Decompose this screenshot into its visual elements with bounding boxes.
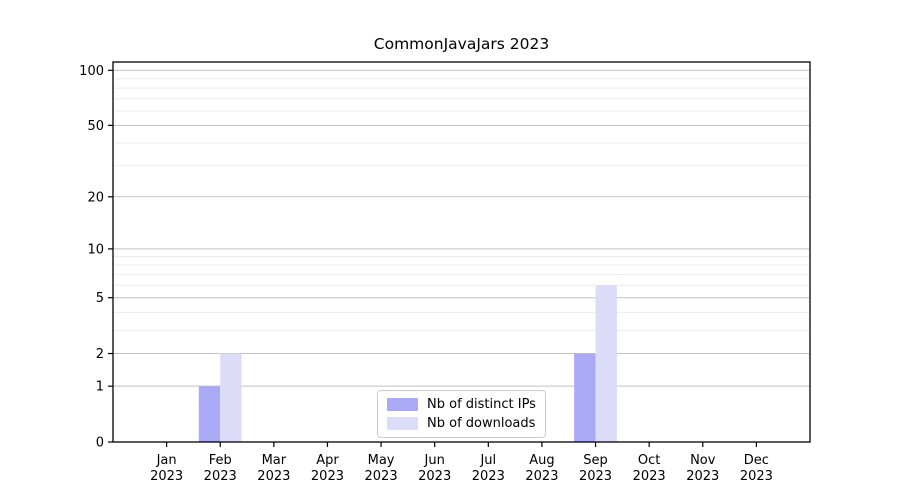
x-tick-label-month: Apr bbox=[316, 453, 339, 468]
x-tick-label-month: Nov bbox=[690, 453, 716, 468]
plot-frame bbox=[112, 61, 811, 443]
x-tick-label-month: Feb bbox=[209, 453, 232, 468]
x-tick-label-month: Jan bbox=[156, 453, 177, 468]
x-tick-label-month: Jul bbox=[479, 453, 496, 468]
y-tick-label: 10 bbox=[87, 242, 104, 257]
chart-title: CommonJavaJars 2023 bbox=[373, 35, 550, 53]
x-tick-label-year: 2023 bbox=[525, 469, 558, 484]
legend-swatch-distinct-ips bbox=[387, 398, 418, 411]
x-tick-label-month: May bbox=[368, 453, 395, 468]
x-tick-label-year: 2023 bbox=[686, 469, 719, 484]
bar-distinct-ips bbox=[198, 386, 221, 442]
x-tick-label-year: 2023 bbox=[472, 469, 505, 484]
x-tick-label-year: 2023 bbox=[204, 469, 237, 484]
x-tick-label-month: Oct bbox=[638, 453, 660, 468]
y-tick-label: 5 bbox=[96, 291, 104, 306]
x-tick-label-year: 2023 bbox=[365, 469, 398, 484]
y-tick-label: 1 bbox=[96, 380, 104, 395]
y-tick-label: 100 bbox=[79, 64, 104, 79]
x-tick-label-year: 2023 bbox=[633, 469, 666, 484]
y-tick-label: 2 bbox=[96, 347, 104, 362]
x-tick-label-month: Aug bbox=[529, 453, 554, 468]
legend-entry-downloads: Nb of downloads bbox=[378, 416, 545, 431]
legend-swatch-downloads bbox=[387, 417, 418, 430]
y-tick-label: 20 bbox=[87, 190, 104, 205]
x-tick-label-year: 2023 bbox=[740, 469, 773, 484]
x-tick-label-month: Mar bbox=[262, 453, 287, 468]
x-tick-label-year: 2023 bbox=[579, 469, 612, 484]
bar-downloads bbox=[220, 353, 242, 442]
y-tick-label: 0 bbox=[96, 436, 104, 451]
y-tick-label: 50 bbox=[87, 119, 104, 134]
x-tick-label-year: 2023 bbox=[257, 469, 290, 484]
bar-distinct-ips bbox=[574, 353, 596, 442]
legend: Nb of distinct IPs Nb of downloads bbox=[377, 390, 546, 438]
x-tick-label-month: Jun bbox=[424, 453, 445, 468]
x-tick-label-year: 2023 bbox=[150, 469, 183, 484]
x-tick-label-month: Sep bbox=[583, 453, 608, 468]
legend-label-distinct-ips: Nb of distinct IPs bbox=[427, 397, 536, 412]
bar-downloads bbox=[595, 285, 617, 442]
x-tick-label-year: 2023 bbox=[311, 469, 344, 484]
x-tick-label-year: 2023 bbox=[418, 469, 451, 484]
legend-entry-distinct-ips: Nb of distinct IPs bbox=[378, 397, 545, 412]
legend-label-downloads: Nb of downloads bbox=[427, 416, 536, 431]
x-tick-label-month: Dec bbox=[744, 453, 769, 468]
